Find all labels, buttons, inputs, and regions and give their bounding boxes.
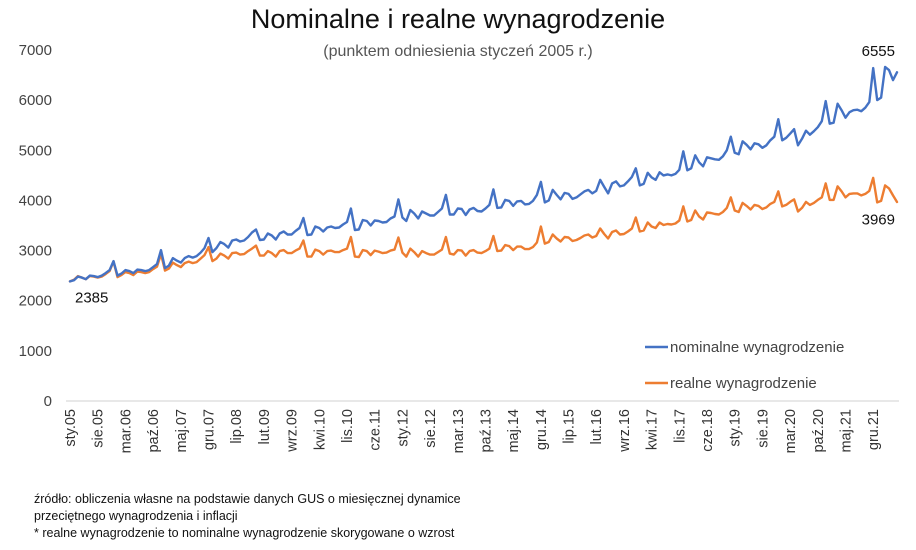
x-tick-label: lip.15 [562, 409, 578, 444]
x-tick-label: lis.17 [672, 409, 688, 443]
x-tick-label: maj.21 [839, 409, 855, 453]
x-tick-label: kwi.17 [645, 409, 661, 450]
x-tick-label: cze.11 [368, 409, 384, 451]
x-tick-label: sty.19 [728, 409, 744, 447]
data-label: 2385 [75, 289, 108, 306]
x-tick-label: sie.12 [423, 409, 439, 448]
x-tick-label: mar.06 [118, 409, 134, 453]
y-axis: 0 1000 2000 3000 4000 5000 6000 7000 [19, 42, 52, 410]
legend-label: realne wynagrodzenie [670, 375, 817, 392]
x-tick-label: maj.14 [506, 409, 522, 453]
x-tick-label: lut.09 [257, 409, 273, 444]
x-tick-label: sty.05 [63, 409, 79, 447]
source-note: źródło: obliczenia własne na podstawie d… [34, 491, 461, 542]
x-tick-label: lip.08 [229, 409, 245, 444]
data-label: 3969 [862, 211, 895, 228]
x-tick-label: wrz.16 [617, 409, 633, 453]
y-tick-label: 4000 [19, 192, 52, 209]
x-tick-label: gru.14 [534, 409, 550, 450]
x-tick-label: wrz.09 [285, 409, 301, 453]
series-line-nominalne [68, 65, 899, 283]
x-axis: sty.05 sie.05 mar.06 paź.06 maj.07 gru.07 lip.… [63, 409, 882, 453]
x-tick-label: lut.16 [589, 409, 605, 444]
x-tick-label: gru.21 [866, 409, 882, 450]
y-tick-label: 5000 [19, 142, 52, 159]
y-tick-label: 7000 [19, 42, 52, 59]
x-tick-label: kwi.10 [312, 409, 328, 450]
y-tick-label: 3000 [19, 243, 52, 260]
y-tick-label: 6000 [19, 92, 52, 109]
x-tick-label: sty.12 [395, 409, 411, 447]
chart-subtitle: (punktem odniesienia styczeń 2005 r.) [323, 43, 593, 60]
chart-title: Nominalne i realne wynagrodzenie [250, 4, 666, 34]
x-tick-label: cze.18 [700, 409, 716, 452]
x-tick-label: paź.06 [146, 409, 162, 453]
x-tick-label: sie.19 [755, 409, 771, 448]
legend-label: nominalne wynagrodzenie [670, 339, 844, 356]
series-line-realne [68, 176, 899, 283]
x-tick-label: sie.05 [91, 409, 107, 448]
x-tick-label: paź.20 [811, 409, 827, 453]
x-tick-label: mar.13 [451, 409, 467, 453]
x-tick-label: maj.07 [174, 409, 190, 453]
x-tick-label: paź.13 [478, 409, 494, 453]
annotations: 2385 6555 3969 [75, 43, 895, 306]
y-tick-label: 2000 [19, 293, 52, 310]
y-tick-label: 1000 [19, 343, 52, 360]
x-tick-label: gru.07 [201, 409, 217, 450]
source-note-line-2: przeciętnego wynagrodzenia i inflacji [34, 509, 238, 523]
data-label: 6555 [862, 43, 895, 60]
y-tick-label: 0 [44, 393, 52, 410]
legend: nominalne wynagrodzenie realne wynagrodze… [645, 339, 844, 392]
x-tick-label: mar.20 [783, 409, 799, 453]
source-note-line-1: źródło: obliczenia własne na podstawie d… [34, 492, 461, 506]
x-tick-label: lis.10 [340, 409, 356, 443]
source-note-line-3: * realne wynagrodzenie to nominalne wyna… [34, 526, 455, 540]
series-layer [68, 65, 899, 283]
